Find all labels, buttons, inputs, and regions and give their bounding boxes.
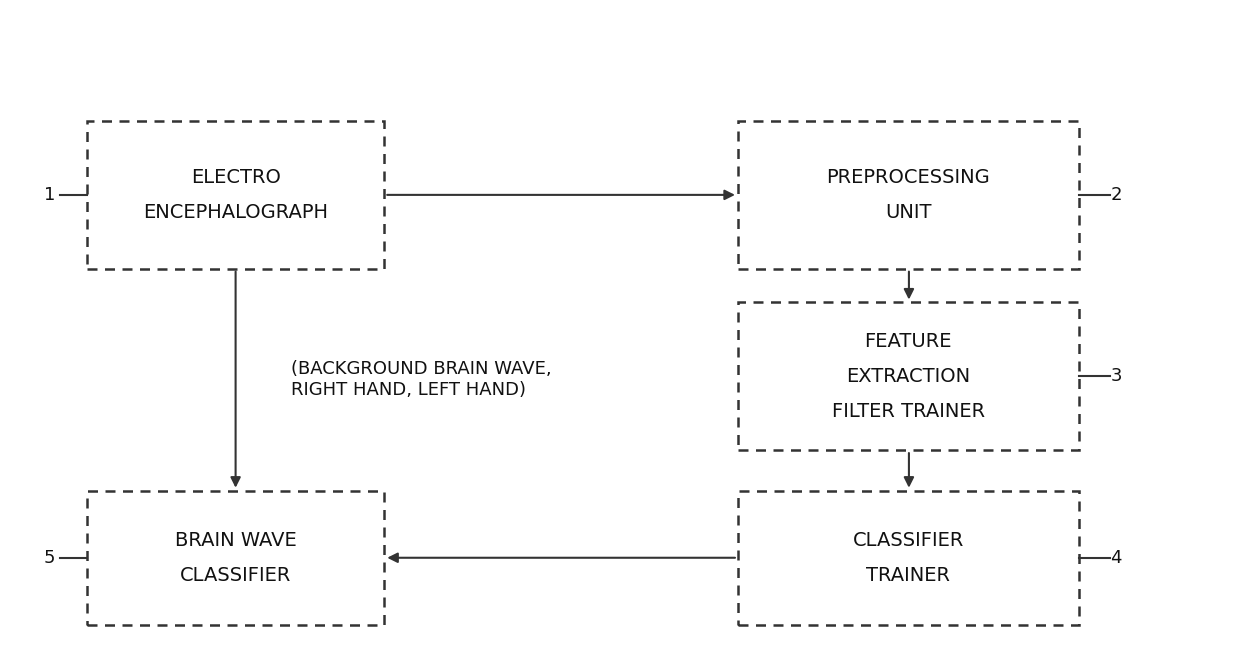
Text: ELECTRO: ELECTRO [191,168,280,187]
Bar [738,302,1079,450]
Text: 1: 1 [43,186,56,204]
Text: 5: 5 [43,549,56,566]
Text: PREPROCESSING: PREPROCESSING [826,168,991,187]
Text: 4: 4 [1110,549,1122,566]
Bar [87,121,384,269]
Bar [738,121,1079,269]
Text: TRAINER: TRAINER [867,566,950,585]
Text: CLASSIFIER: CLASSIFIER [853,531,963,550]
Text: UNIT: UNIT [885,203,931,222]
Text: CLASSIFIER: CLASSIFIER [180,566,291,585]
Text: (BACKGROUND BRAIN WAVE,
RIGHT HAND, LEFT HAND): (BACKGROUND BRAIN WAVE, RIGHT HAND, LEFT… [291,360,552,399]
Text: BRAIN WAVE: BRAIN WAVE [175,531,296,550]
Bar [87,491,384,625]
Text: EXTRACTION: EXTRACTION [846,367,971,386]
Text: FEATURE: FEATURE [864,332,952,351]
Text: 2: 2 [1110,186,1122,204]
Text: FILTER TRAINER: FILTER TRAINER [832,402,985,421]
Text: 3: 3 [1110,368,1122,385]
Text: ENCEPHALOGRAPH: ENCEPHALOGRAPH [143,203,329,222]
Bar [738,491,1079,625]
